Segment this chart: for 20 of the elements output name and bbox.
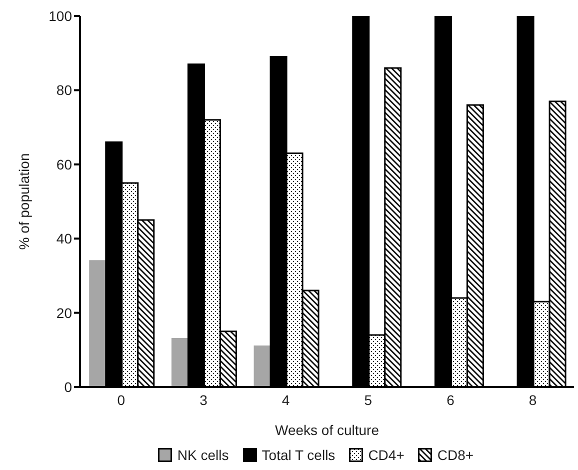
y-axis-title: % of population bbox=[16, 153, 32, 250]
legend-label: Total T cells bbox=[260, 447, 336, 463]
y-tick-label: 0 bbox=[64, 378, 72, 395]
x-tick-label: 4 bbox=[282, 392, 290, 408]
x-axis-title: Weeks of culture bbox=[274, 422, 380, 438]
y-tick-label: 100 bbox=[48, 8, 72, 24]
x-tick-label: 5 bbox=[364, 392, 372, 408]
y-tick-label: 20 bbox=[56, 304, 72, 321]
x-tick-label: 3 bbox=[200, 392, 208, 408]
x-tick-label: 6 bbox=[446, 392, 455, 408]
legend-label: CD4+ bbox=[367, 447, 404, 463]
legend-label: NK cells bbox=[176, 447, 229, 463]
bar bbox=[89, 260, 107, 387]
legend-label: CD8+ bbox=[436, 447, 474, 463]
y-tick-label: 40 bbox=[56, 230, 72, 247]
x-tick-label: 8 bbox=[528, 392, 537, 408]
bar bbox=[171, 338, 189, 387]
x-tick-label: 0 bbox=[117, 392, 126, 408]
y-tick-label: 60 bbox=[56, 156, 72, 172]
y-tick-label: 80 bbox=[56, 82, 72, 98]
